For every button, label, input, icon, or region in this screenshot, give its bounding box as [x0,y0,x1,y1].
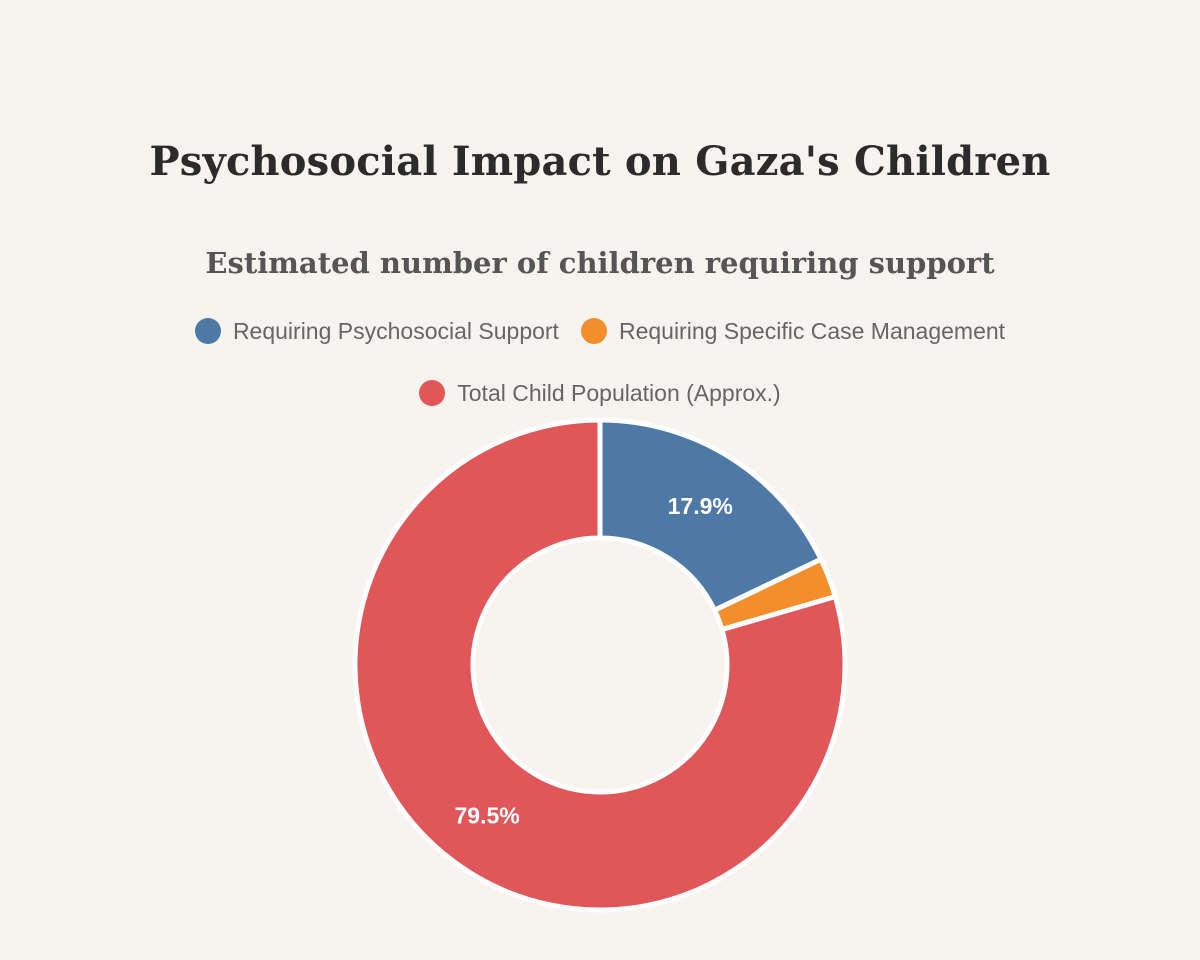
legend-label: Requiring Psychosocial Support [232,317,559,344]
donut-slice-psychosocial-support[interactable] [597,417,825,614]
legend-swatch-psychosocial-support [194,318,221,344]
legend-item-psychosocial-support[interactable]: Requiring Psychosocial Support [194,317,559,344]
legend-swatch-total-child-population [419,380,446,406]
legend-label: Requiring Specific Case Management [618,317,1006,344]
chart-title: Estimated number of children requiring s… [205,246,995,280]
legend-swatch-case-management [580,318,607,344]
slice-label-psychosocial-support: 17.9% [668,493,733,519]
legend-item-total-child-population[interactable]: Total Child Population (Approx.) [419,379,781,406]
legend-item-case-management[interactable]: Requiring Specific Case Management [580,317,1006,344]
page-title: Psychosocial Impact on Gaza's Children [149,138,1051,185]
donut-slice-total-child-population[interactable] [352,417,848,913]
legend: Requiring Psychosocial Support Requiring… [100,318,1100,406]
donut-chart: 17.9% 79.5% [352,417,848,913]
legend-label: Total Child Population (Approx.) [457,379,781,406]
slice-label-total-child-population: 79.5% [455,802,520,828]
